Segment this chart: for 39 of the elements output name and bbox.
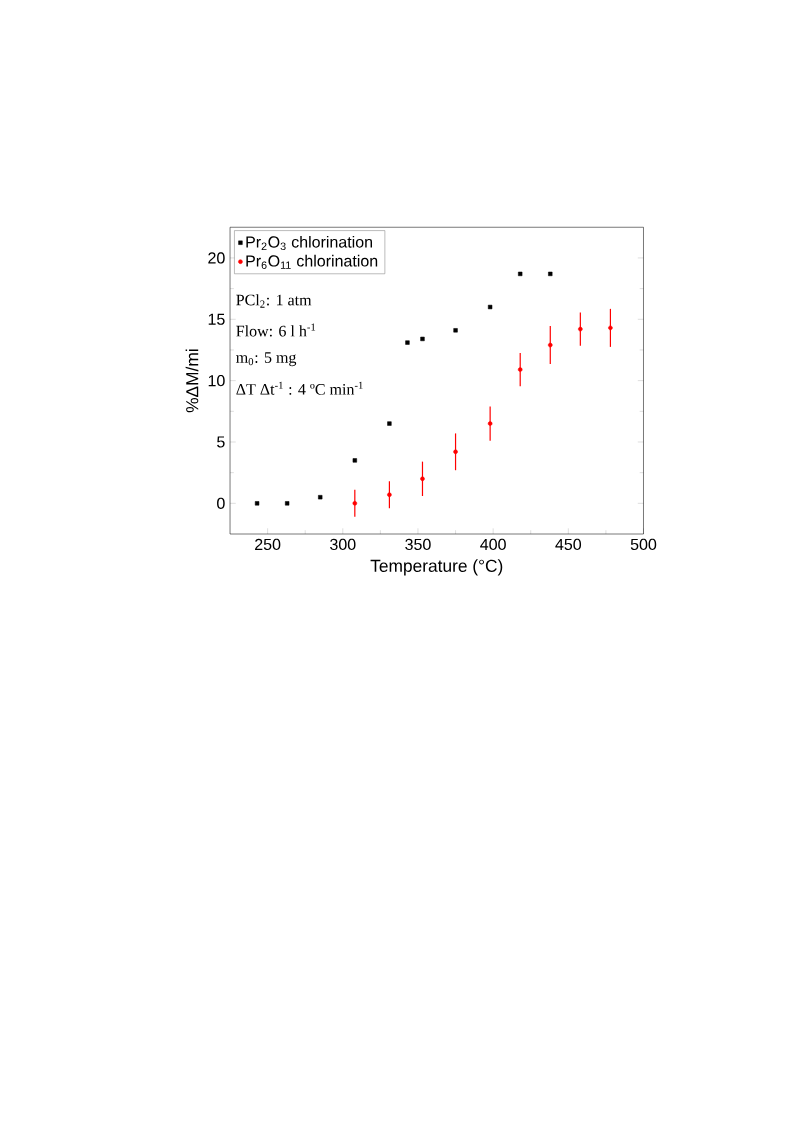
point — [608, 325, 613, 331]
point — [548, 271, 553, 277]
x-tick-label: 250 — [255, 538, 281, 551]
point — [352, 458, 358, 463]
y-tick-label: 10 — [208, 374, 225, 387]
point — [453, 328, 458, 333]
point — [548, 342, 553, 348]
point — [488, 304, 493, 310]
x-tick-label: 450 — [555, 538, 582, 551]
legend-label: Pr$_{6}$O$_{11}$ chlorination — [246, 254, 378, 269]
x-tick-label: 300 — [330, 538, 356, 551]
point — [255, 501, 260, 506]
x-tick-label: 500 — [631, 538, 657, 551]
point — [420, 336, 425, 342]
point — [318, 495, 323, 500]
y-tick-label: 5 — [217, 436, 225, 448]
x-tick-label: 350 — [405, 538, 431, 551]
point — [420, 476, 425, 482]
annotation: m$_{0}$: 5 mg — [236, 352, 297, 367]
point — [387, 492, 392, 498]
point — [578, 326, 583, 332]
y-axis-title: %ΔM/mi — [185, 349, 199, 413]
annotation: PCl$_{2}$: 1 atm — [236, 294, 312, 308]
x-tick-label: 400 — [480, 538, 507, 551]
point — [518, 367, 523, 372]
y-tick-label: 20 — [208, 252, 225, 264]
point — [453, 449, 459, 455]
point — [285, 501, 290, 506]
y-tick-label: 15 — [208, 313, 225, 325]
point — [488, 421, 493, 426]
point — [387, 421, 392, 426]
x-axis-title: Temperature (°C) — [370, 559, 503, 576]
legend-label: Pr$_{2}$O$_{3}$ chlorination — [246, 235, 373, 251]
annotation: Flow: 6 l h$^{-1}$ — [236, 323, 316, 337]
annotation: ΔT Δt$^{-1}$ : 4 ºC min$^{-1}$ — [236, 381, 363, 395]
point — [518, 271, 523, 277]
point — [405, 340, 410, 345]
point — [352, 501, 358, 506]
y-tick-label: 0 — [217, 497, 225, 509]
